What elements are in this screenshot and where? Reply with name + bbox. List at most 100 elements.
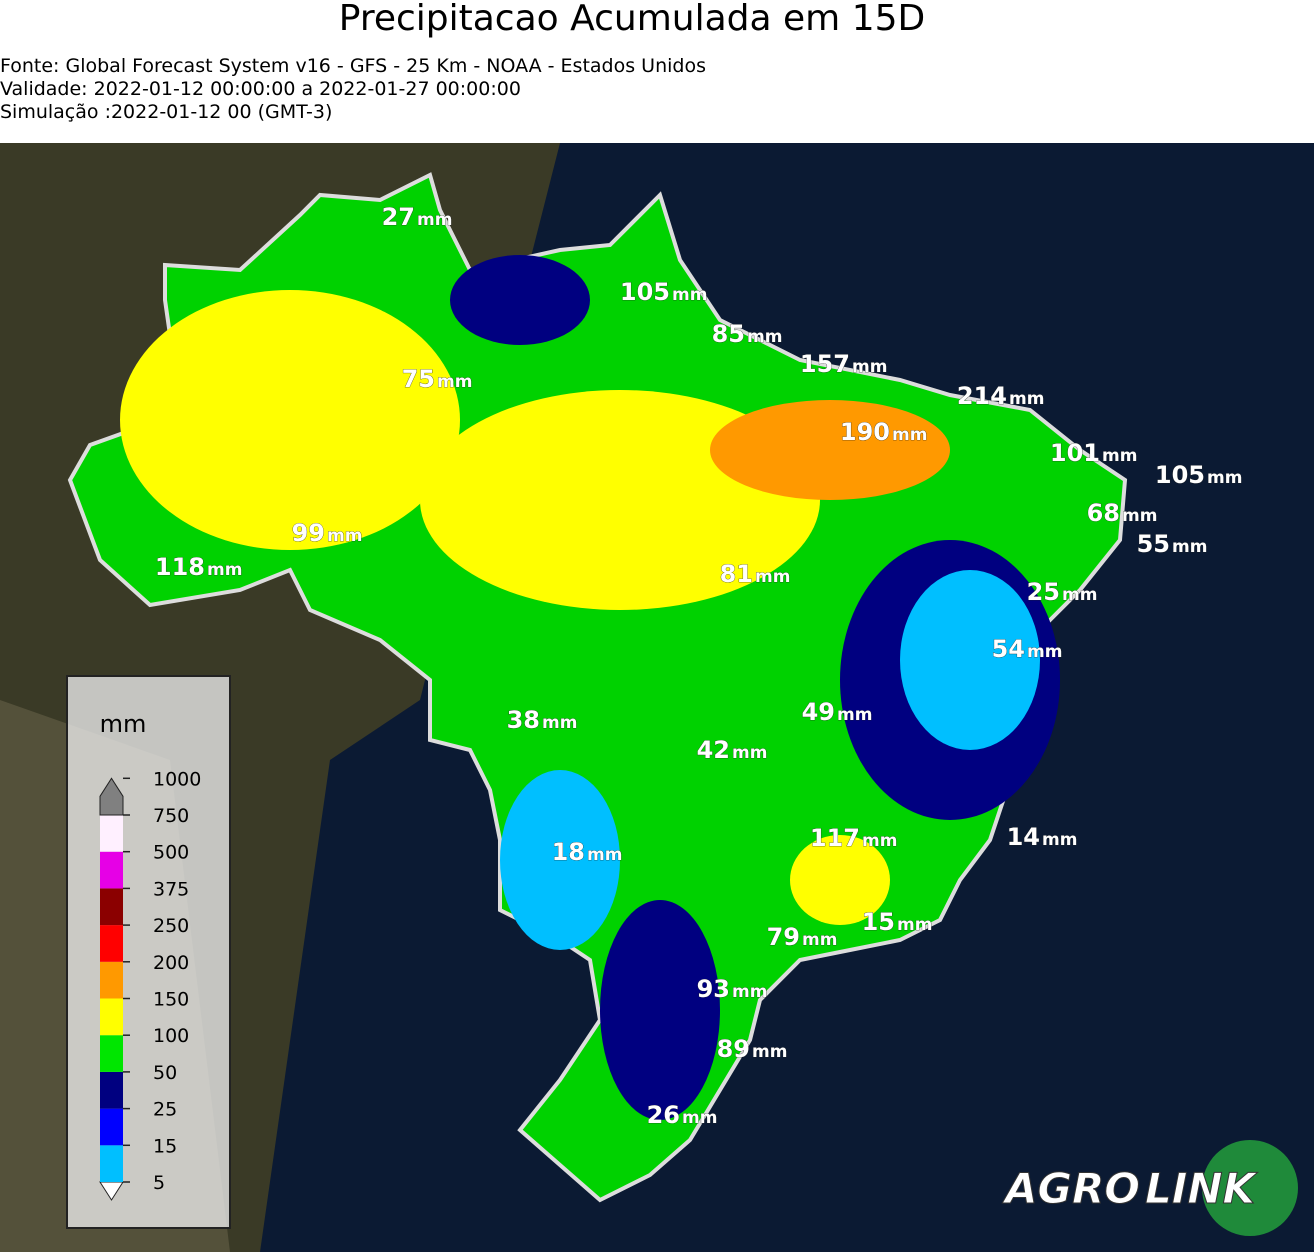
colorbar-band	[100, 1035, 123, 1072]
label-value: 42	[697, 736, 730, 764]
label-unit: mm	[1009, 389, 1044, 409]
label-value: 79	[767, 923, 800, 951]
label-unit: mm	[1207, 468, 1242, 488]
label-unit: mm	[682, 1108, 717, 1128]
label-value: 105	[620, 278, 670, 306]
colorbar-band	[100, 888, 123, 926]
label-value: 117	[810, 824, 860, 852]
map-label: 49 mm	[801, 698, 872, 727]
map-label: 42 mm	[696, 736, 767, 765]
label-value: 18	[552, 838, 585, 866]
tick-label: 250	[153, 915, 189, 937]
label-unit: mm	[747, 327, 782, 347]
legend-title: mm	[100, 710, 147, 738]
label-unit: mm	[755, 567, 790, 587]
label-unit: mm	[752, 1042, 787, 1062]
brazil	[67, 172, 1128, 1203]
label-value: 190	[840, 418, 890, 446]
subtitle: Simulação :2022-01-12 00 (GMT-3)	[0, 101, 332, 123]
map-label: 79 mm	[766, 923, 837, 952]
label-unit: mm	[1027, 642, 1062, 662]
map-label: 15 mm	[861, 908, 932, 937]
tick-label: 1000	[153, 768, 201, 790]
label-value: 89	[717, 1035, 750, 1063]
region	[790, 835, 890, 925]
tick-label: 375	[153, 878, 189, 900]
colorbar-band	[100, 961, 123, 999]
map-label: 99 mm	[291, 519, 362, 548]
label-value: 49	[802, 698, 835, 726]
label-unit: mm	[1122, 506, 1157, 526]
colorbar-band	[100, 815, 123, 852]
label-unit: mm	[1172, 537, 1207, 557]
label-unit: mm	[862, 831, 897, 851]
tick-label: 50	[153, 1062, 177, 1084]
label-value: 26	[647, 1101, 680, 1129]
region	[120, 290, 460, 550]
label-value: 54	[992, 635, 1025, 663]
label-unit: mm	[1062, 585, 1097, 605]
label-unit: mm	[672, 285, 707, 305]
map-label: 38 mm	[506, 706, 577, 735]
label-unit: mm	[437, 372, 472, 392]
colorbar-band	[100, 1071, 123, 1109]
label-unit: mm	[802, 930, 837, 950]
label-unit: mm	[207, 560, 242, 580]
label-value: 118	[155, 553, 205, 581]
map-label: 18 mm	[551, 838, 622, 867]
colorbar-band	[100, 998, 123, 1036]
map-label: 75 mm	[401, 365, 472, 394]
label-value: 214	[957, 382, 1007, 410]
map-label: 105 mm	[1155, 461, 1243, 490]
map-label: 68 mm	[1086, 499, 1157, 528]
tick-label: 750	[153, 805, 189, 827]
label-value: 157	[800, 350, 850, 378]
map-label: 118 mm	[155, 553, 243, 582]
map-label: 54 mm	[991, 635, 1062, 664]
label-value: 101	[1050, 439, 1100, 467]
label-value: 15	[862, 908, 895, 936]
region	[450, 255, 590, 345]
tick-label: 15	[153, 1135, 177, 1157]
region	[900, 570, 1040, 750]
logo-text: LINK	[1145, 1164, 1259, 1213]
map-label: 105 mm	[620, 278, 708, 307]
colorbar-band	[100, 925, 123, 962]
region	[600, 900, 720, 1120]
colorbar-band	[100, 851, 123, 889]
map-label: 81 mm	[719, 560, 790, 589]
map-label: 93 mm	[696, 975, 767, 1004]
label-value: 68	[1087, 499, 1120, 527]
label-value: 75	[402, 365, 435, 393]
region	[710, 400, 950, 500]
map-label: 55 mm	[1136, 530, 1207, 559]
label-unit: mm	[732, 743, 767, 763]
title: Precipitacao Acumulada em 15D	[339, 0, 925, 39]
map-label: 85 mm	[711, 320, 782, 349]
label-unit: mm	[892, 425, 927, 445]
colorbar-band	[100, 1108, 123, 1146]
label-unit: mm	[1042, 830, 1077, 850]
label-value: 81	[720, 560, 753, 588]
tick-label: 100	[153, 1025, 189, 1047]
colorbar-over	[99, 777, 124, 816]
label-value: 38	[507, 706, 540, 734]
label-unit: mm	[1102, 446, 1137, 466]
map-label: 157 mm	[800, 350, 888, 379]
label-value: 85	[712, 320, 745, 348]
tick-label: 500	[153, 842, 189, 864]
map-label: 25 mm	[1026, 578, 1097, 607]
label-unit: mm	[327, 526, 362, 546]
tick-label: 200	[153, 952, 189, 974]
label-value: 14	[1007, 823, 1040, 851]
label-unit: mm	[732, 982, 767, 1002]
label-value: 105	[1155, 461, 1205, 489]
map-label: 117 mm	[810, 824, 898, 853]
map-label: 101 mm	[1050, 439, 1138, 468]
map-label: 89 mm	[716, 1035, 787, 1064]
label-value: 99	[292, 519, 325, 547]
region	[500, 770, 620, 950]
label-unit: mm	[897, 915, 932, 935]
label-value: 25	[1027, 578, 1060, 606]
